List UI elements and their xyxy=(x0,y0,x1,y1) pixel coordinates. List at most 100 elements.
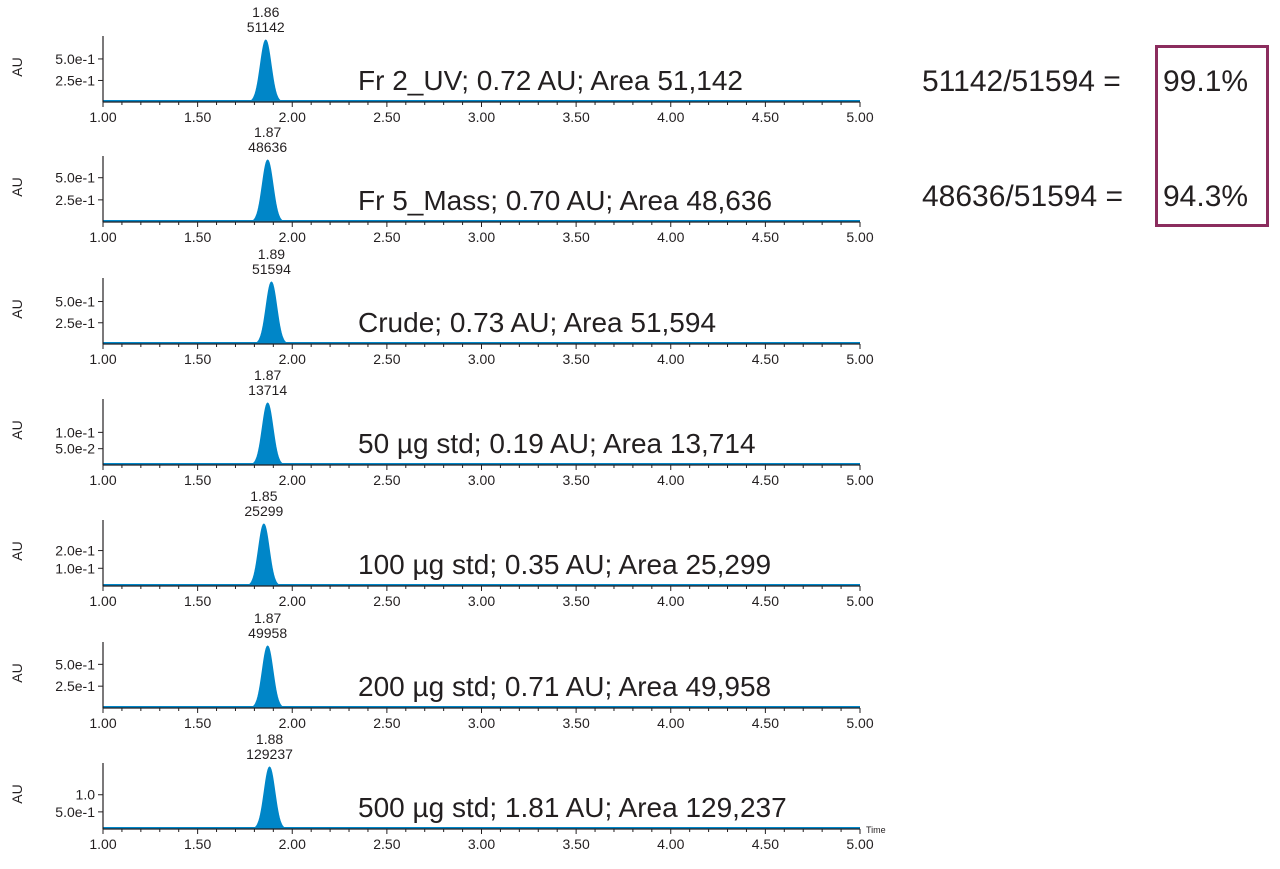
x-tick-label: 3.00 xyxy=(468,472,495,488)
y-tick-label: 2.5e-1 xyxy=(55,192,95,208)
x-tick-label: 1.00 xyxy=(89,109,116,125)
peak-rt-label: 1.86 xyxy=(252,4,279,20)
sample-annotation: 50 µg std; 0.19 AU; Area 13,714 xyxy=(358,428,756,459)
sample-annotation: Fr 2_UV; 0.72 AU; Area 51,142 xyxy=(358,65,743,96)
y-tick-label: 5.0e-1 xyxy=(55,51,95,67)
x-tick-label: 3.00 xyxy=(468,836,495,852)
x-tick-label: 4.50 xyxy=(752,715,779,731)
x-tick-label: 1.00 xyxy=(89,593,116,609)
y-tick-label: 5.0e-1 xyxy=(55,656,95,672)
peak-rt-label: 1.87 xyxy=(254,367,281,383)
x-tick-label: 4.00 xyxy=(657,472,684,488)
peak-area-label: 129237 xyxy=(246,746,293,762)
x-tick-label: 4.00 xyxy=(657,109,684,125)
sample-annotation: Fr 5_Mass; 0.70 AU; Area 48,636 xyxy=(358,185,772,216)
x-tick-label: 5.00 xyxy=(846,836,873,852)
x-tick-label: 2.50 xyxy=(373,109,400,125)
x-tick-label: 3.00 xyxy=(468,593,495,609)
peak-rt-label: 1.89 xyxy=(258,246,285,262)
x-tick-label: 1.50 xyxy=(184,109,211,125)
x-tick-label: 1.50 xyxy=(184,472,211,488)
ratio-expression-1: 51142/51594 = xyxy=(922,65,1121,98)
x-tick-label: 1.00 xyxy=(89,715,116,731)
sample-annotation: Crude; 0.73 AU; Area 51,594 xyxy=(358,307,716,338)
x-tick-label: 1.00 xyxy=(89,472,116,488)
x-tick-label: 5.00 xyxy=(846,593,873,609)
x-tick-label: 1.50 xyxy=(184,351,211,367)
x-tick-label: 2.00 xyxy=(279,351,306,367)
y-tick-label: 1.0e-1 xyxy=(55,424,95,440)
peak-rt-label: 1.88 xyxy=(256,731,283,747)
y-tick-label: 2.0e-1 xyxy=(55,543,95,559)
x-tick-label: 2.00 xyxy=(279,109,306,125)
x-tick-label: 4.00 xyxy=(657,715,684,731)
x-tick-label: 4.50 xyxy=(752,229,779,245)
x-tick-label: 1.50 xyxy=(184,229,211,245)
y-axis-label: AU xyxy=(9,784,25,803)
chromatogram-peak-2 xyxy=(237,159,298,223)
x-tick-label: 2.00 xyxy=(279,229,306,245)
y-tick-label: 1.0 xyxy=(76,787,96,803)
x-tick-label: 1.00 xyxy=(89,351,116,367)
x-tick-label: 5.00 xyxy=(846,472,873,488)
x-tick-label: 1.00 xyxy=(89,229,116,245)
x-tick-label: 4.00 xyxy=(657,229,684,245)
y-axis-label: AU xyxy=(9,177,25,196)
y-tick-label: 5.0e-1 xyxy=(55,170,95,186)
y-axis-label: AU xyxy=(9,663,25,682)
x-tick-label: 5.00 xyxy=(846,229,873,245)
x-tick-label: 1.50 xyxy=(184,836,211,852)
x-tick-label: 4.50 xyxy=(752,836,779,852)
y-axis-label: AU xyxy=(9,57,25,76)
x-tick-label: 4.00 xyxy=(657,351,684,367)
y-tick-label: 2.5e-1 xyxy=(55,315,95,331)
peak-area-label: 25299 xyxy=(244,503,283,519)
x-tick-label: 3.50 xyxy=(563,351,590,367)
sample-annotation: 500 µg std; 1.81 AU; Area 129,237 xyxy=(358,792,787,823)
x-tick-label: 4.50 xyxy=(752,351,779,367)
ratio-result-1: 99.1% xyxy=(1163,65,1249,98)
x-tick-label: 1.50 xyxy=(184,715,211,731)
x-tick-label: 2.00 xyxy=(279,836,306,852)
x-tick-label: 2.50 xyxy=(373,593,400,609)
x-tick-label: 2.50 xyxy=(373,715,400,731)
y-tick-label: 2.5e-1 xyxy=(55,678,95,694)
x-tick-label: 4.00 xyxy=(657,836,684,852)
chromatogram-peak-1 xyxy=(235,39,297,103)
chromatogram-peak-6 xyxy=(237,645,298,709)
x-tick-label: 4.00 xyxy=(657,593,684,609)
x-tick-label: 2.50 xyxy=(373,351,400,367)
x-tick-label: 3.50 xyxy=(563,229,590,245)
x-tick-label: 4.50 xyxy=(752,109,779,125)
x-tick-label: 2.50 xyxy=(373,472,400,488)
x-tick-label: 2.50 xyxy=(373,836,400,852)
x-tick-label: 3.50 xyxy=(563,472,590,488)
chromatogram-peak-4 xyxy=(237,402,298,466)
y-axis-label: AU xyxy=(9,299,25,318)
x-tick-label: 3.00 xyxy=(468,715,495,731)
peak-area-label: 49958 xyxy=(248,625,287,641)
y-axis-label: AU xyxy=(9,420,25,439)
x-tick-label: 3.00 xyxy=(468,229,495,245)
x-axis-label: Time xyxy=(866,825,886,835)
x-tick-label: 5.00 xyxy=(846,715,873,731)
chromatogram-peak-3 xyxy=(241,281,302,345)
y-tick-label: 5.0e-1 xyxy=(55,294,95,310)
x-tick-label: 3.00 xyxy=(468,351,495,367)
peak-rt-label: 1.87 xyxy=(254,124,281,140)
y-axis-label: AU xyxy=(9,541,25,560)
chromatogram-peak-5 xyxy=(233,523,295,587)
peak-rt-label: 1.87 xyxy=(254,610,281,626)
x-tick-label: 3.00 xyxy=(468,109,495,125)
x-tick-label: 5.00 xyxy=(846,109,873,125)
peak-area-label: 51142 xyxy=(247,19,285,35)
x-tick-label: 3.50 xyxy=(563,715,590,731)
peak-area-label: 51594 xyxy=(252,261,291,277)
x-tick-label: 3.50 xyxy=(563,593,590,609)
x-tick-label: 3.50 xyxy=(563,836,590,852)
chromatogram-peak-7 xyxy=(239,766,300,830)
x-tick-label: 3.50 xyxy=(563,109,590,125)
highlight-box xyxy=(1155,45,1269,227)
sample-annotation: 200 µg std; 0.71 AU; Area 49,958 xyxy=(358,671,771,702)
